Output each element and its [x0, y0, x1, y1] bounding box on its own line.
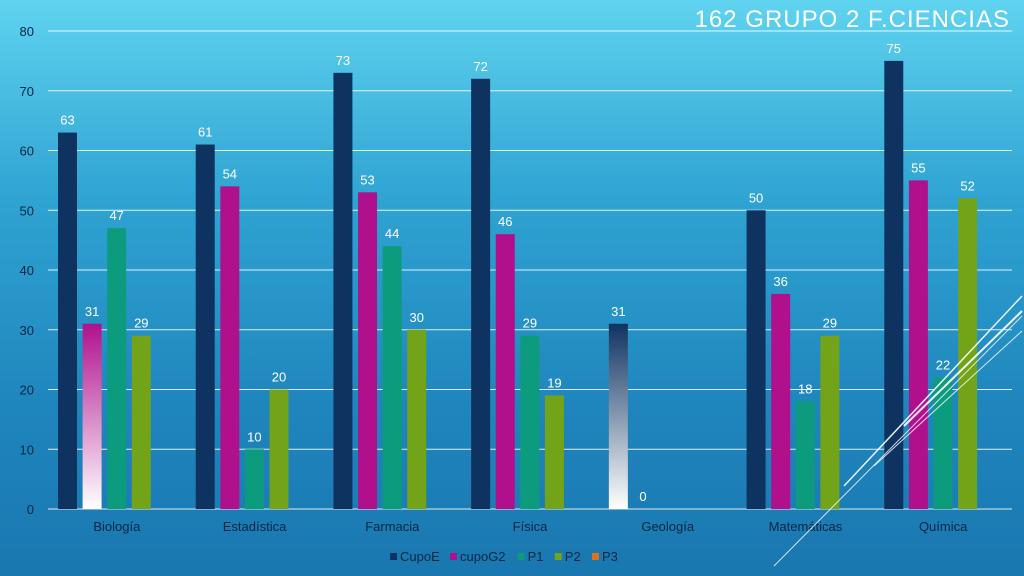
bar-P2	[131, 335, 151, 509]
x-tick-label: Química	[919, 519, 968, 534]
data-label: 63	[60, 113, 74, 128]
bar-CupoE	[58, 132, 77, 509]
bar-CupoE	[608, 323, 628, 509]
data-label: 10	[247, 429, 261, 444]
bar-P2	[407, 329, 427, 509]
y-tick-label: 80	[20, 24, 34, 39]
data-label: 72	[473, 59, 487, 74]
bar-P1	[795, 401, 815, 509]
x-tick-label: Matemáticas	[769, 519, 843, 534]
data-label: 20	[272, 370, 286, 385]
bar-P2	[820, 335, 840, 509]
data-label: 52	[960, 178, 974, 193]
data-label: 47	[109, 208, 123, 223]
x-tick-label: Farmacia	[365, 519, 420, 534]
data-labels: 63 31 47 29 61 54 10 20 73 53 44 30 72 46 29 19 31 0 50 36 1…	[60, 41, 975, 504]
bars	[58, 60, 978, 510]
data-label: 46	[498, 214, 512, 229]
data-label: 19	[547, 375, 561, 390]
data-label: 75	[887, 41, 901, 56]
data-label: 0	[639, 489, 646, 504]
legend-label: P1	[528, 549, 544, 564]
data-label: 73	[336, 53, 350, 68]
y-tick-label: 40	[20, 263, 34, 278]
data-label: 53	[360, 172, 374, 187]
bar-CupoE	[884, 60, 904, 509]
x-tick-label: Geología	[641, 519, 695, 534]
y-tick-label: 0	[27, 502, 34, 517]
bar-cupoG2	[495, 234, 515, 509]
slide-title: 162 GRUPO 2 F.CIENCIAS	[694, 6, 1010, 33]
legend-label: P3	[602, 549, 618, 564]
decorative-lines	[773, 295, 1023, 567]
legend-label: P2	[565, 549, 581, 564]
data-label: 29	[523, 316, 537, 331]
data-label: 18	[798, 381, 812, 396]
legend-swatch-P2	[554, 553, 562, 560]
bar-P1	[520, 335, 540, 509]
bar-cupoG2	[358, 192, 378, 509]
data-label: 54	[223, 166, 237, 181]
bar-cupoG2	[771, 293, 791, 509]
bar-P1	[382, 246, 402, 509]
legend: CupoE cupoG2 P1 P2 P3	[390, 549, 618, 564]
y-tick-label: 60	[20, 144, 34, 159]
legend-swatch-cupoG2	[450, 553, 457, 560]
y-tick-label: 50	[20, 203, 34, 218]
bar-cupoG2	[82, 323, 102, 509]
y-tick-label: 30	[20, 323, 34, 338]
bar-P2	[544, 395, 564, 509]
legend-swatch-P3	[592, 553, 599, 560]
data-label: 29	[823, 316, 837, 331]
bar-cupoG2	[220, 186, 240, 509]
legend-swatch-CupoE	[390, 553, 397, 560]
legend-swatch-P1	[517, 553, 525, 560]
bar-P1	[107, 228, 127, 510]
x-axis-ticks: Biología Estadística Farmacia Física Geologí…	[93, 519, 968, 534]
bar-CupoE	[471, 78, 491, 510]
x-tick-label: Estadística	[223, 519, 287, 534]
y-tick-label: 10	[20, 442, 34, 457]
y-tick-label: 20	[20, 383, 34, 398]
bar-P1	[933, 377, 953, 509]
bar-CupoE	[746, 210, 766, 509]
bar-CupoE	[333, 72, 353, 509]
y-axis-ticks: 0 10 20 30 40 50 60 70 80	[20, 24, 34, 517]
data-label: 30	[409, 310, 423, 325]
bar-CupoE	[195, 144, 215, 509]
bar-P2	[269, 389, 289, 509]
data-label: 55	[911, 160, 925, 175]
x-tick-label: Física	[513, 519, 548, 534]
data-label: 29	[134, 316, 148, 331]
x-tick-label: Biología	[93, 519, 141, 534]
legend-label: CupoE	[400, 549, 440, 564]
bar-P1	[244, 449, 264, 509]
data-label: 31	[85, 304, 99, 319]
data-label: 61	[198, 125, 212, 140]
legend-label: cupoG2	[460, 549, 506, 564]
data-label: 44	[385, 226, 399, 241]
bar-cupoG2	[908, 180, 928, 509]
data-label: 50	[749, 190, 763, 205]
y-tick-label: 70	[20, 84, 34, 99]
data-label: 36	[773, 274, 787, 289]
data-label: 22	[936, 358, 950, 373]
data-label: 31	[611, 304, 625, 319]
